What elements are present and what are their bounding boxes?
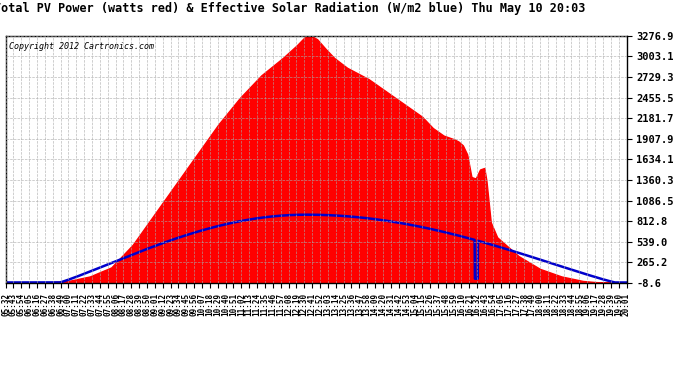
- Text: Copyright 2012 Cartronics.com: Copyright 2012 Cartronics.com: [8, 42, 154, 51]
- Text: Total PV Power (watts red) & Effective Solar Radiation (W/m2 blue) Thu May 10 20: Total PV Power (watts red) & Effective S…: [0, 2, 586, 15]
